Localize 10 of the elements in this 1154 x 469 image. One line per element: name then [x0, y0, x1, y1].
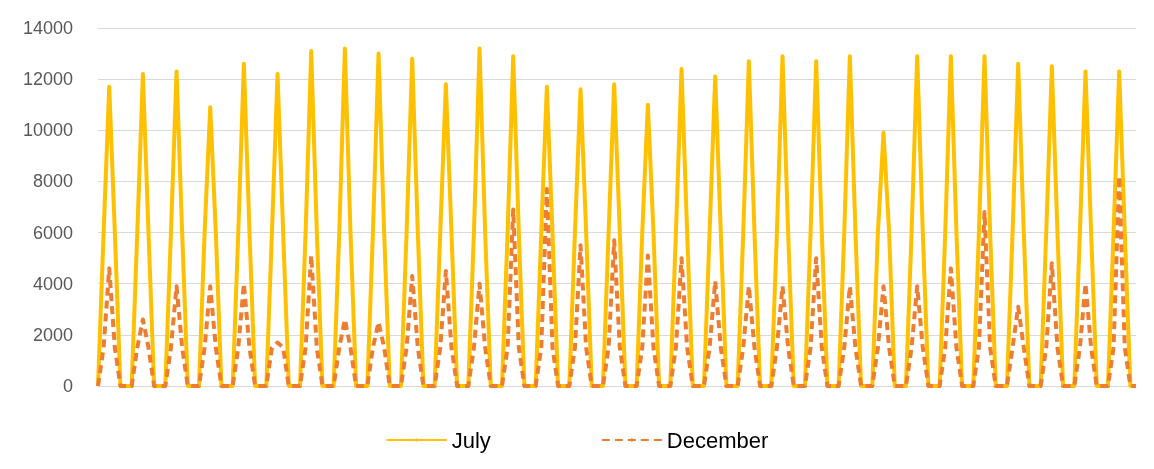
legend-label: July [451, 427, 491, 453]
y-tick-label: 12000 [22, 69, 73, 90]
y-tick-label: 6000 [32, 222, 73, 243]
y-tick-label: 0 [62, 376, 73, 396]
y-tick-label: 8000 [32, 171, 73, 192]
y-tick-label: 4000 [32, 273, 73, 294]
y-tick-label: 14000 [22, 18, 73, 38]
y-tick-label: 2000 [32, 324, 73, 345]
legend-label: December [666, 427, 769, 453]
y-tick-label: 10000 [22, 120, 73, 141]
